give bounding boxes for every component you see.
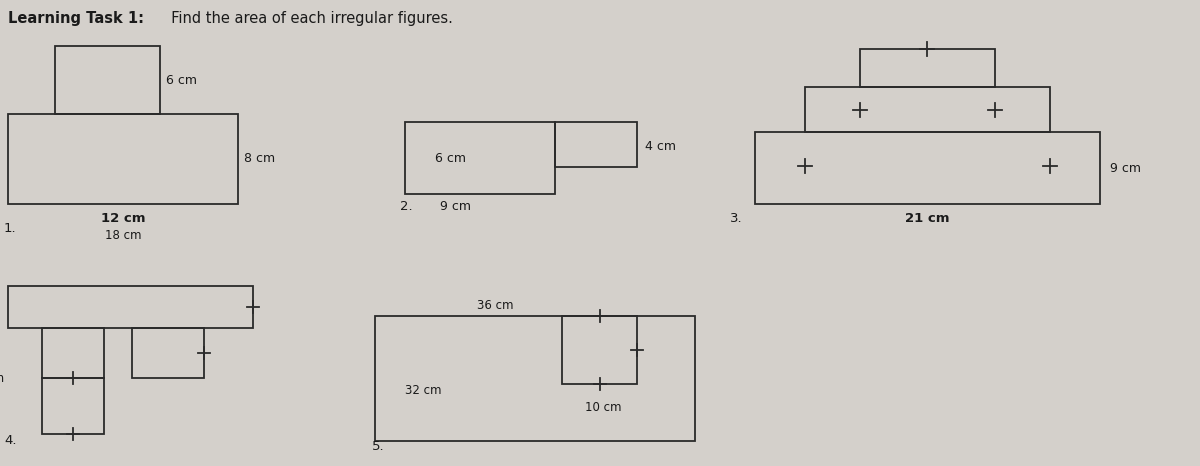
Text: 9 cm: 9 cm <box>1110 162 1141 174</box>
Text: 21 cm: 21 cm <box>905 212 949 225</box>
Text: 36 cm: 36 cm <box>476 299 514 312</box>
Bar <box>554 122 637 167</box>
Text: 5.: 5. <box>372 440 385 453</box>
Bar <box>860 49 995 87</box>
Bar <box>132 328 204 378</box>
Text: 1.: 1. <box>4 222 17 235</box>
Text: 10 cm: 10 cm <box>586 401 622 414</box>
Text: 18 cm: 18 cm <box>104 229 142 242</box>
Text: 8 cm: 8 cm <box>244 152 275 165</box>
Text: 6 cm: 6 cm <box>166 74 197 87</box>
Bar <box>42 378 104 434</box>
Text: Learning Task 1:: Learning Task 1: <box>8 11 144 26</box>
Bar <box>8 286 253 328</box>
Text: 4 cm: 4 cm <box>646 139 676 152</box>
Bar <box>406 122 554 194</box>
Text: 7 cm: 7 cm <box>0 371 4 384</box>
Text: 12 cm: 12 cm <box>101 212 145 225</box>
Bar <box>55 46 160 114</box>
Bar <box>562 316 637 384</box>
Text: 2.: 2. <box>400 200 413 213</box>
Text: 4.: 4. <box>4 434 17 447</box>
Bar <box>755 132 1100 204</box>
Text: 9 cm: 9 cm <box>439 200 470 213</box>
Text: 3.: 3. <box>730 212 743 225</box>
Text: Find the area of each irregular figures.: Find the area of each irregular figures. <box>162 11 452 26</box>
Bar <box>42 328 104 378</box>
Text: 6 cm: 6 cm <box>434 151 466 164</box>
Bar <box>374 316 695 441</box>
Bar <box>805 87 1050 132</box>
Bar <box>8 114 238 204</box>
Text: 32 cm: 32 cm <box>406 384 442 397</box>
